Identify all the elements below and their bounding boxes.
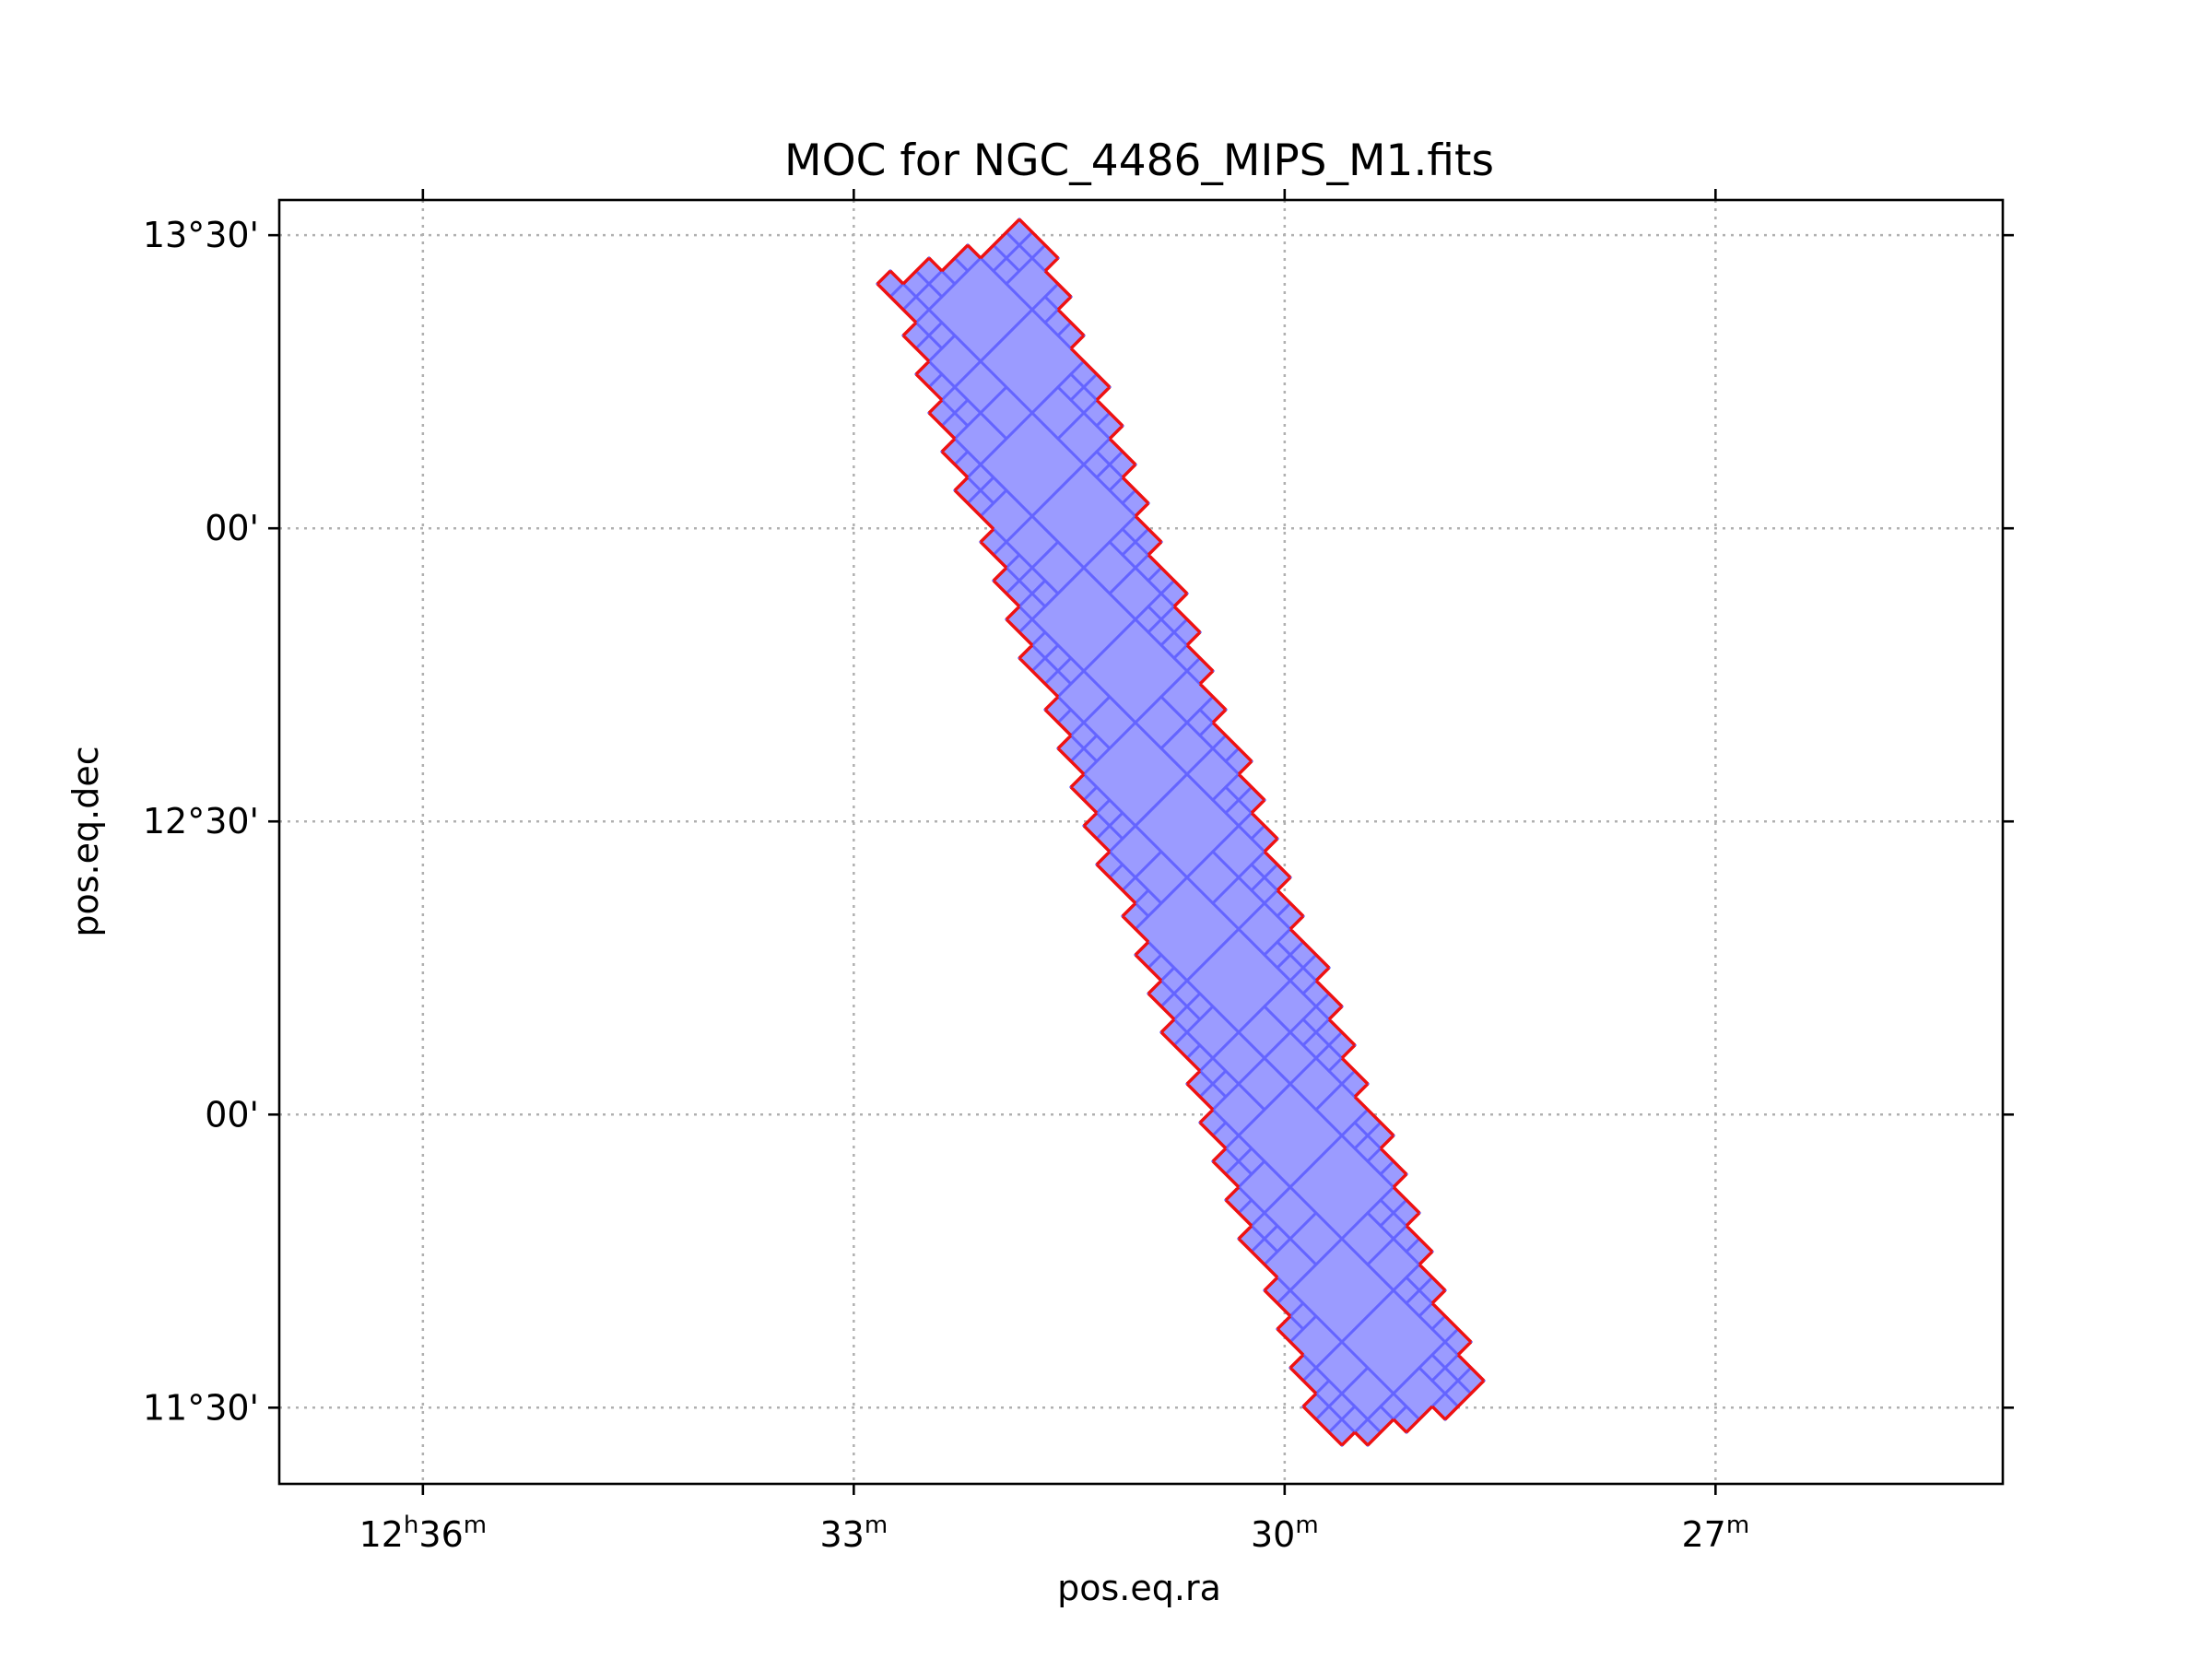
x-axis-label: pos.eq.ra — [1057, 1568, 1221, 1608]
chart-title: MOC for NGC_4486_MIPS_M1.fits — [784, 135, 1494, 186]
moc-cells — [875, 217, 1487, 1448]
y-tick-label-3: 00' — [205, 1094, 259, 1135]
y-tick-label-4: 11°30' — [143, 1387, 259, 1428]
x-tick-label-3: 27m — [1681, 1512, 1749, 1555]
x-tick-label-0: 12h36m — [359, 1512, 488, 1555]
y-tick-label-0: 13°30' — [143, 215, 259, 255]
x-tick-label-2: 30m — [1251, 1512, 1319, 1555]
y-axis-label: pos.eq.dec — [65, 746, 106, 936]
axis-ticks: 12h36m 33m 30m 27m 13°30' 00' 12°30' 00' 11°30' — [143, 189, 2014, 1555]
grid-lines — [279, 200, 2003, 1484]
moc-outline — [876, 218, 1486, 1447]
x-tick-label-1: 33m — [819, 1512, 888, 1555]
y-tick-label-2: 12°30' — [143, 801, 259, 841]
y-tick-label-1: 00' — [205, 508, 259, 548]
moc-boundary — [876, 218, 1486, 1447]
plot-frame — [277, 198, 2005, 1486]
